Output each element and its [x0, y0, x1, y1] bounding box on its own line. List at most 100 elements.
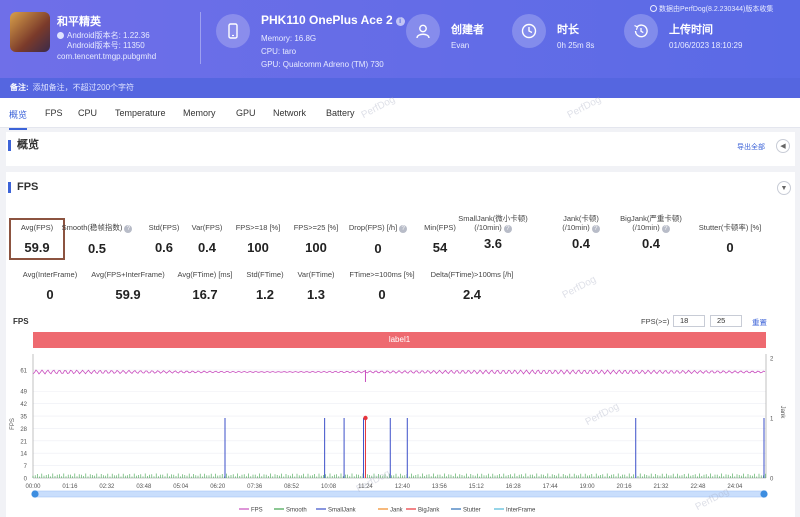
note-bar[interactable]: 备注: 添加备注，不超过200个字符: [0, 78, 800, 98]
x-tick-label: 13:56: [432, 484, 448, 490]
metric-r2-0: Avg(InterFrame) 0: [0, 270, 110, 302]
note-label: 备注:: [10, 83, 29, 92]
threshold-25-input[interactable]: 25: [710, 315, 742, 327]
metric-label: FTime>=100ms [%]: [349, 270, 415, 279]
history-icon: [624, 14, 658, 48]
help-icon[interactable]: ?: [503, 225, 512, 233]
x-tick-label: 24:04: [727, 484, 743, 490]
x-tick-label: 19:00: [580, 484, 596, 490]
help-icon[interactable]: ?: [661, 225, 670, 233]
threshold-18-input[interactable]: 18: [673, 315, 705, 327]
metric-label: FPS>=25 [%]: [293, 223, 339, 232]
metric-value: 0.4: [197, 240, 217, 255]
legend-label: FPS: [251, 508, 263, 514]
y-tick-label: 0: [24, 477, 28, 483]
overview-section: [6, 132, 795, 166]
x-tick-label: 10:08: [321, 484, 337, 490]
upload-title: 上传时间: [669, 24, 713, 36]
legend-label: Jank: [390, 508, 404, 514]
x-tick-label: 01:16: [62, 484, 78, 490]
metric-r2-4: Var(FTime) 1.3: [256, 270, 376, 302]
tab-memory[interactable]: Memory: [183, 108, 216, 118]
tab-temperature[interactable]: Temperature: [115, 108, 166, 118]
legend-label: BigJank: [418, 508, 440, 514]
metric-r1-7: Min(FPS) 54: [380, 223, 500, 255]
tab-bar: 概览 FPS CPU Temperature Memory GPU Networ…: [0, 98, 800, 130]
metric-value: 0.5: [87, 241, 107, 256]
device-gpu: GPU: Qualcomm Adreno (TM) 730: [261, 60, 384, 69]
chevron-down-icon[interactable]: ▼: [777, 181, 791, 195]
chart-title: FPS: [13, 317, 29, 326]
y2-tick-label: 1: [770, 417, 774, 423]
app-icon: [10, 12, 50, 52]
x-tick-label: 07:36: [247, 484, 263, 490]
duration-title: 时长: [557, 24, 579, 36]
y-tick-label: 61: [20, 369, 27, 375]
metric-r1-5: FPS>=25 [%] 100: [256, 223, 376, 255]
x-tick-label: 15:12: [469, 484, 485, 490]
metric-r2-6: Delta(FTime)>100ms [/h] 2.4: [412, 270, 532, 302]
metric-r2-5: FTime>=100ms [%] 0: [322, 270, 442, 302]
help-icon[interactable]: ?: [124, 225, 133, 233]
legend-label: Stutter: [463, 508, 481, 514]
x-tick-label: 00:00: [25, 484, 41, 490]
upload-value: 01/06/2023 18:10:29: [669, 41, 743, 50]
chevron-left-icon[interactable]: ◀: [776, 139, 790, 153]
tab-overview[interactable]: 概览: [9, 110, 28, 130]
avg-fps-highlight: [9, 218, 65, 260]
tab-fps[interactable]: FPS: [45, 108, 63, 118]
metric-label: FPS>=18 [%]: [235, 223, 281, 232]
overview-title: 概览: [8, 140, 39, 151]
metric-value: 16.7: [192, 287, 218, 302]
app-name: 和平精英: [57, 16, 101, 28]
creator-value: Evan: [451, 41, 470, 50]
tab-network[interactable]: Network: [273, 108, 307, 118]
creator-title: 创建者: [451, 24, 484, 36]
y-axis-label: FPS: [10, 418, 16, 430]
metric-r1-4: FPS>=18 [%] 100: [198, 223, 318, 255]
fps-series: [32, 369, 766, 375]
metric-value: 100: [247, 240, 269, 255]
metric-value: 3.6: [483, 236, 503, 251]
android-version-code: Android版本号: 11350: [67, 41, 145, 50]
duration-value: 0h 25m 8s: [557, 41, 595, 50]
metric-label-unit: (/10min)?: [433, 223, 553, 233]
export-all-link[interactable]: 导出全部: [737, 144, 765, 151]
threshold-label: FPS(>=): [641, 317, 670, 326]
tab-battery[interactable]: Battery: [326, 108, 355, 118]
metric-value: 1.2: [255, 287, 275, 302]
package-name: com.tencent.tmgp.pubgmhd: [57, 52, 157, 61]
device-memory: Memory: 16.8G: [261, 34, 317, 43]
note-placeholder: 添加备注，不超过200个字符: [32, 83, 135, 92]
range-slider: [32, 490, 767, 498]
metric-value: 0: [46, 287, 54, 302]
label-bar[interactable]: label1: [33, 332, 766, 348]
y-tick-label: 14: [20, 452, 27, 458]
android-icon: [57, 32, 64, 39]
metric-label: Avg(InterFrame): [22, 270, 78, 279]
metric-label: Smooth(稳帧指数)?: [37, 223, 157, 233]
metric-r1-10: BigJank(严重卡顿) (/10min)? 0.4: [591, 214, 711, 251]
x-tick-label: 16:28: [506, 484, 522, 490]
tab-cpu[interactable]: CPU: [78, 108, 98, 118]
header-divider: [200, 12, 201, 64]
tab-gpu[interactable]: GPU: [236, 108, 256, 118]
metric-label: Std(FPS): [148, 223, 180, 232]
help-icon[interactable]: ?: [399, 225, 408, 233]
data-credit: 数据由PerfDog(8.2.230344)版本收集: [650, 4, 773, 14]
x-tick-label: 05:04: [173, 484, 189, 490]
android-version-name: Android版本名: 1.22.36: [57, 30, 150, 41]
metric-label: Std(FTime): [246, 270, 284, 279]
help-icon[interactable]: ?: [591, 225, 600, 233]
y-tick-label: 49: [20, 390, 27, 396]
metric-r1-2: Std(FPS) 0.6: [104, 223, 224, 255]
metric-label: Var(FPS): [191, 223, 223, 232]
metric-r1-9: Jank(卡顿) (/10min)? 0.4: [521, 214, 641, 251]
reset-link[interactable]: 重置: [752, 318, 767, 327]
y-tick-label: 35: [20, 415, 27, 421]
bigjank-marker: [363, 415, 368, 421]
metric-r1-8: SmallJank(微小卡顿) (/10min)? 3.6: [433, 214, 553, 251]
info-icon[interactable]: i: [395, 17, 405, 26]
